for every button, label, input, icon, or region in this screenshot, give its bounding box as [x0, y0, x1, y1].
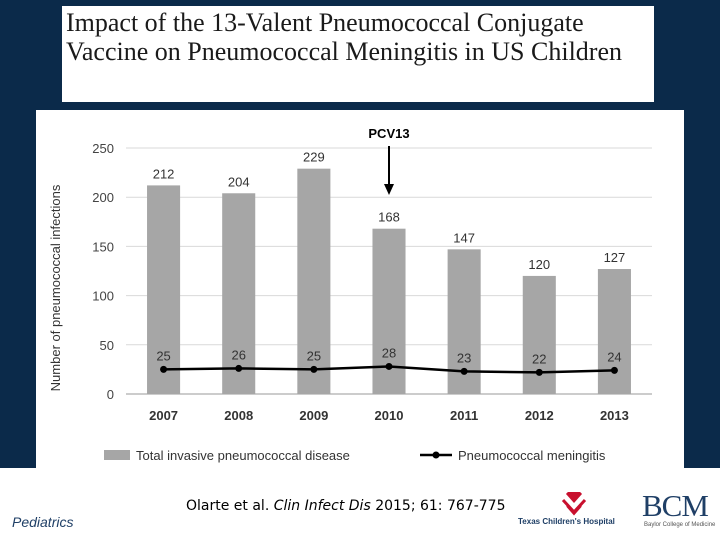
bar-data-label: 120: [528, 257, 550, 272]
line-data-label: 24: [607, 349, 621, 364]
title-box: Impact of the 13-Valent Pneumococcal Con…: [62, 6, 654, 102]
bar: [522, 275, 556, 394]
bar: [297, 168, 331, 394]
citation-journal: Clin Infect Dis: [273, 498, 371, 514]
y-tick-label: 0: [107, 387, 114, 402]
y-tick-label: 50: [100, 338, 114, 353]
line-point: [235, 364, 243, 372]
tch-logo-text: Texas Children's Hospital: [518, 517, 615, 526]
chart: 0 50 100 150 200 250 212 204 229 168 147 120 127 2007…: [48, 126, 652, 463]
x-tick-label: 2012: [525, 408, 554, 423]
pcv13-annotation: PCV13: [368, 126, 410, 195]
x-tick-label: 2010: [375, 408, 404, 423]
footer-department: Pediatrics: [12, 514, 74, 530]
down-arrow-icon: [384, 184, 394, 195]
bar-data-label: 212: [153, 166, 175, 181]
bar-data-label: 147: [453, 230, 475, 245]
citation-authors: Olarte et al.: [186, 498, 274, 514]
bar: [222, 193, 256, 394]
legend-swatch-bar: [104, 450, 130, 460]
citation: Olarte et al. Clin Infect Dis 2015; 61: …: [186, 498, 505, 514]
line-point: [160, 365, 168, 373]
bar-data-label: 127: [604, 250, 626, 265]
legend: Total invasive pneumococcal disease Pneu…: [104, 448, 606, 463]
line-data-label: 26: [231, 347, 245, 362]
x-tick-label: 2013: [600, 408, 629, 423]
legend-marker: [432, 451, 440, 459]
line-data-label: 28: [382, 345, 396, 360]
x-tick-label: 2007: [149, 408, 178, 423]
line-point: [385, 362, 393, 370]
bar: [147, 185, 181, 394]
annotation-label: PCV13: [368, 126, 409, 141]
legend-label-line: Pneumococcal meningitis: [458, 448, 606, 463]
x-tick-label: 2009: [299, 408, 328, 423]
y-tick-label: 150: [92, 239, 114, 254]
bar-data-label: 204: [228, 174, 250, 189]
line-data-label: 22: [532, 351, 546, 366]
y-tick-label: 250: [92, 141, 114, 156]
citation-details: 2015; 61: 767-775: [370, 498, 506, 514]
slide-title: Impact of the 13-Valent Pneumococcal Con…: [66, 8, 623, 66]
line-point: [535, 368, 543, 376]
line-data-label: 23: [457, 350, 471, 365]
line-data-label: 25: [307, 348, 321, 363]
tch-emblem-icon: [561, 492, 587, 516]
bar-data-label: 229: [303, 150, 325, 165]
line-point: [310, 365, 318, 373]
bar-data-label: 168: [378, 210, 400, 225]
line-data-label: 25: [156, 348, 170, 363]
y-axis-label: Number of pneumococcal infections: [48, 184, 63, 391]
legend-label-bar: Total invasive pneumococcal disease: [136, 448, 350, 463]
chart-panel: 0 50 100 150 200 250 212 204 229 168 147 120 127 2007…: [36, 110, 684, 472]
bcm-logo: BCM Baylor College of Medicine: [640, 488, 716, 532]
line-point: [460, 367, 468, 375]
x-tick-label: 2008: [224, 408, 253, 423]
y-tick-label: 100: [92, 289, 114, 304]
x-tick-label: 2011: [450, 408, 478, 423]
line-point: [610, 366, 618, 374]
bcm-logo-subtitle: Baylor College of Medicine: [644, 522, 716, 528]
y-tick-label: 200: [92, 190, 114, 205]
texas-childrens-logo: Texas Children's Hospital: [518, 492, 630, 532]
bcm-logo-text: BCM: [642, 488, 709, 523]
bar: [597, 269, 631, 394]
